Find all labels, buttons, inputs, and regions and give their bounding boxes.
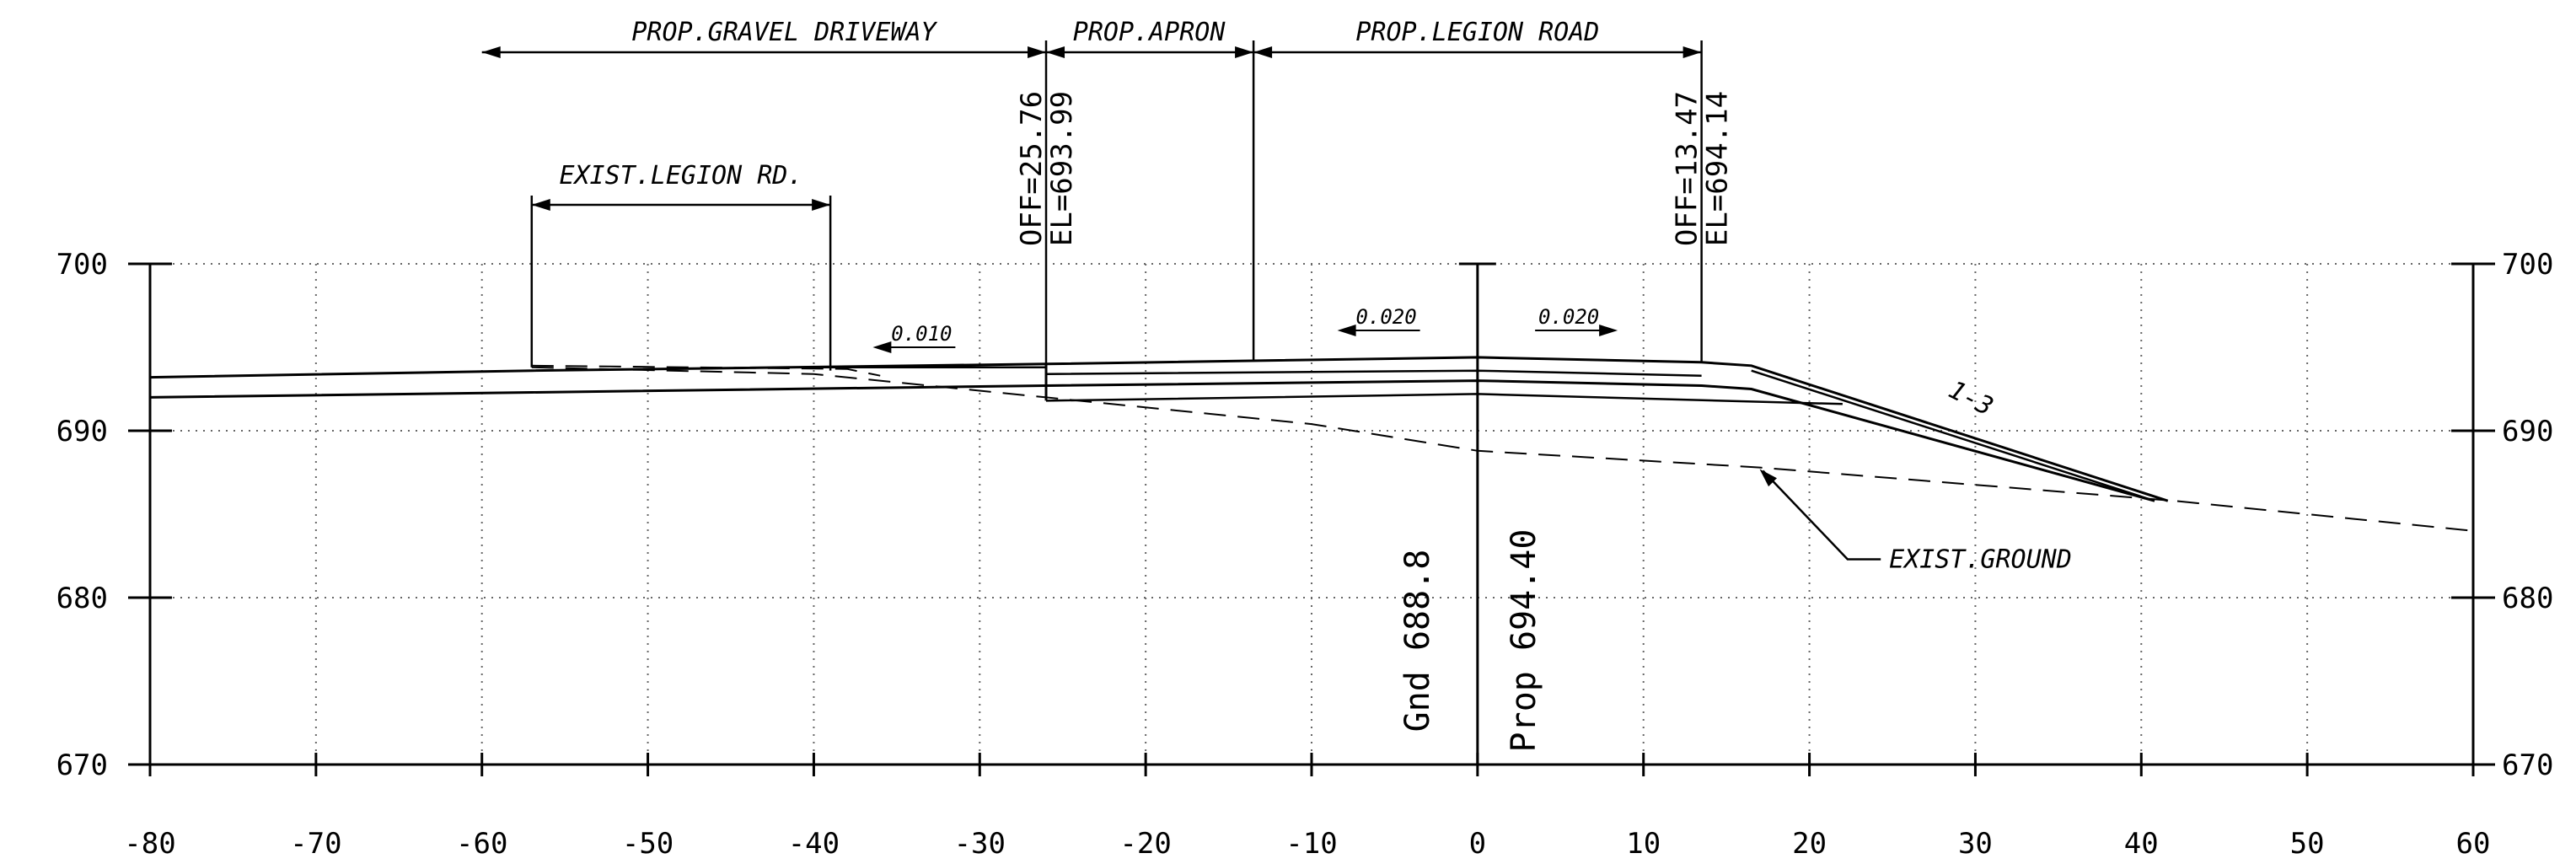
proposed-top-line xyxy=(149,356,2169,502)
legion-road-dimension-arrow-right xyxy=(1682,46,1702,58)
y-tick-label-left: 680 xyxy=(56,582,108,615)
x-tick-label: 40 xyxy=(2124,827,2159,861)
pavement-layer-line xyxy=(1045,369,1702,377)
apron-label: PROP.APRON xyxy=(1073,18,1226,47)
legion-road-dimension-arrow-left xyxy=(1253,46,1273,58)
x-tick-label: -60 xyxy=(456,827,507,861)
x-tick-label: -50 xyxy=(622,827,674,861)
grid-lines xyxy=(150,263,2473,765)
proposed-bottom-line xyxy=(149,379,2155,502)
x-tick-label: -40 xyxy=(788,827,840,861)
right-offset-label: OFF=13.47 xyxy=(1671,91,1704,246)
y-tick-label-right: 670 xyxy=(2502,749,2553,782)
gravel-driveway-dimension-arrow-right xyxy=(1028,46,1047,58)
y-tick-label-left: 700 xyxy=(56,248,108,282)
y-tick-label-right: 690 xyxy=(2502,415,2553,448)
x-tick-label: -80 xyxy=(124,827,175,861)
x-tick-label: 60 xyxy=(2456,827,2491,861)
exist-ground-leader xyxy=(1762,470,1881,561)
slope-left-label: 0.010 xyxy=(891,322,952,346)
x-tick-label: -10 xyxy=(1285,827,1337,861)
y-tick-label-right: 680 xyxy=(2502,582,2553,615)
exist-legion-label: EXIST.LEGION RD. xyxy=(559,161,802,191)
apron-dimension-arrow-left xyxy=(1046,46,1065,58)
y-tick-label-left: 690 xyxy=(56,415,108,448)
left-offset-label: OFF=25.76 xyxy=(1015,91,1049,246)
annotations: PROP.GRAVEL DRIVEWAY PROP.APRON PROP.LEGIO… xyxy=(559,18,2071,752)
x-tick-label: -20 xyxy=(1119,827,1171,861)
slope-right-label: 0.020 xyxy=(1538,305,1599,329)
ground-elevation-label: Gnd 688.8 xyxy=(1398,550,1437,733)
right-elevation-label: EL=694.14 xyxy=(1701,91,1735,246)
x-tick-label: -70 xyxy=(290,827,341,861)
exist-ground-leader-arrow xyxy=(1759,469,1777,487)
existing-ground-line xyxy=(531,366,2474,532)
gravel-driveway-label: PROP.GRAVEL DRIVEWAY xyxy=(631,18,937,47)
gravel-driveway-dimension-arrow-left xyxy=(481,46,501,58)
slope-left-label-arrow xyxy=(872,341,892,353)
slope-mid-label-arrow xyxy=(1337,325,1356,336)
profile-lines xyxy=(148,356,2474,532)
exist-legion-dimension-arrow-right xyxy=(812,199,831,211)
legion-road-label: PROP.LEGION ROAD xyxy=(1355,18,1599,47)
axes xyxy=(128,262,2495,776)
x-tick-label: 50 xyxy=(2290,827,2325,861)
fill-slope-inner xyxy=(1751,369,2155,502)
apron-dimension-arrow-right xyxy=(1235,46,1254,58)
proposed-elevation-label: Prop 694.40 xyxy=(1505,529,1543,753)
existing-legion-surface xyxy=(531,364,881,377)
x-tick-label: -30 xyxy=(954,827,1006,861)
subbase-line xyxy=(1045,393,1843,405)
exist-legion-dimension-arrow-left xyxy=(531,199,550,211)
side-slope-label: 1-3 xyxy=(1944,375,1998,422)
tick-labels: -80 -70 -60 -50 -40 -30 -20 -10 0 10 20 30 40 50 60 700… xyxy=(56,248,2554,861)
slope-right-label-arrow xyxy=(1599,325,1618,336)
dimension-lines xyxy=(481,40,1703,371)
y-tick-label-right: 700 xyxy=(2502,248,2553,282)
slope-mid-label: 0.020 xyxy=(1355,305,1416,329)
left-elevation-label: EL=693.99 xyxy=(1045,91,1079,246)
x-tick-label: 30 xyxy=(1958,827,1993,861)
x-tick-label: 0 xyxy=(1469,827,1486,861)
y-tick-label-left: 670 xyxy=(56,749,108,782)
x-tick-label: 10 xyxy=(1626,827,1661,861)
exist-ground-label: EXIST.GROUND xyxy=(1889,545,2072,574)
x-tick-label: 20 xyxy=(1792,827,1827,861)
